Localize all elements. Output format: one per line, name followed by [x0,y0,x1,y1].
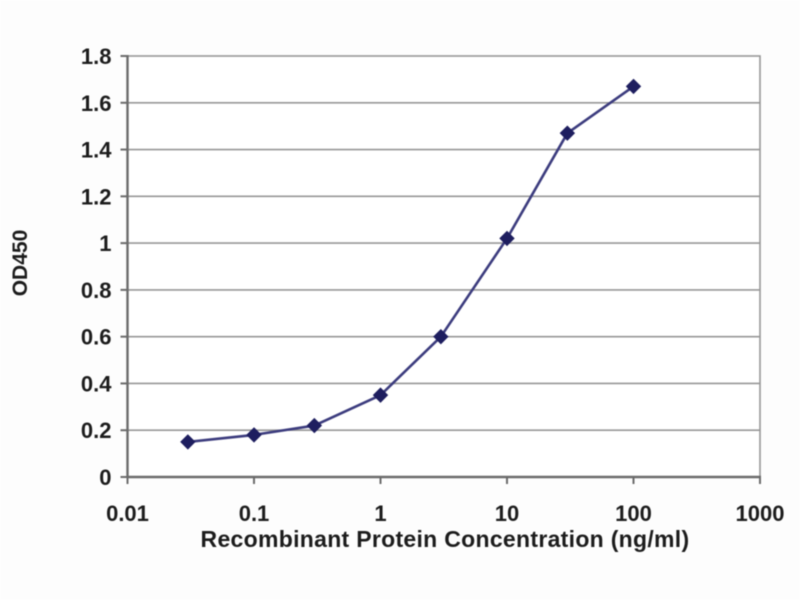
data-point [625,78,642,95]
y-tick-label: 1.8 [81,44,112,69]
y-tick-label: 1.2 [81,184,112,209]
data-point [246,427,262,443]
x-tick-label: 0.1 [239,501,270,526]
y-tick-label: 1 [99,231,111,256]
x-tick-label: 100 [615,501,652,526]
y-axis-title: OD450 [9,229,32,297]
y-tick-label: 0.6 [81,325,112,350]
x-axis-title: Recombinant Protein Concentration (ng/ml… [200,526,690,552]
y-tick-label: 1.4 [81,138,112,163]
series-line [187,85,635,444]
data-point [499,230,515,247]
y-tick-label: 0.8 [81,278,112,303]
y-tick-label: 0.2 [81,418,112,443]
y-tick-label: 1.6 [81,91,112,116]
data-point [372,387,389,403]
x-tick-label: 1 [374,501,386,526]
data-point [306,417,323,434]
data-point [180,434,196,450]
data-point [433,328,449,345]
y-tick-label: 0 [99,465,111,490]
y-tick-label: 0.4 [81,371,112,396]
plot-area [126,55,761,478]
data-point [559,125,576,141]
x-tick-label: 0.01 [106,501,149,526]
x-tick-label: 10 [495,501,519,526]
x-tick-label: 1000 [736,501,785,526]
